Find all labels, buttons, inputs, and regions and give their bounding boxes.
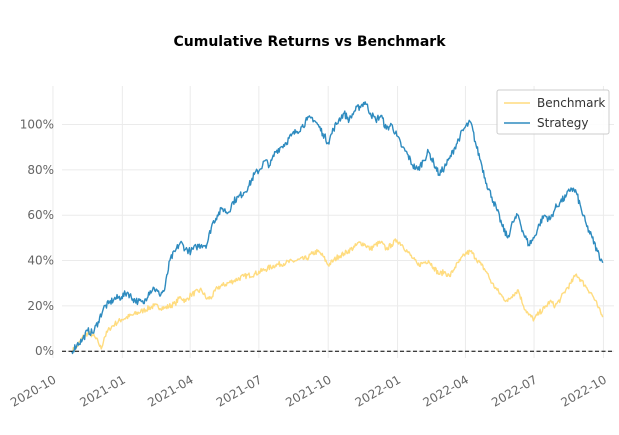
legend-label-strategy: Strategy [537, 116, 588, 130]
y-tick-label: 0% [35, 344, 54, 358]
series-lines [71, 101, 604, 355]
y-axis-ticks: 0% 20% 40% 60% 80% 100% [20, 118, 54, 359]
x-tick-label: 2022-10 [559, 372, 609, 409]
y-tick-label: 100% [20, 118, 54, 132]
legend: Benchmark Strategy [496, 89, 610, 135]
x-tick-label: 2022-07 [489, 372, 539, 409]
y-tick-label: 60% [27, 208, 54, 222]
x-tick-label: 2022-01 [353, 372, 403, 409]
x-tick-label: 2020-10 [8, 372, 58, 409]
x-axis-ticks: 2020-10 2021-01 2021-04 2021-07 2021-10 2022-… [8, 372, 609, 409]
chart-title: Cumulative Returns vs Benchmark [173, 34, 446, 50]
x-tick-label: 2021-07 [214, 372, 264, 409]
y-tick-label: 40% [27, 254, 54, 268]
series-line-strategy [71, 101, 604, 355]
x-tick-label: 2021-01 [77, 372, 127, 409]
y-tick-label: 20% [27, 299, 54, 313]
x-tick-label: 2021-04 [145, 372, 195, 409]
y-tick-label: 80% [27, 163, 54, 177]
legend-label-benchmark: Benchmark [537, 96, 605, 110]
x-tick-label: 2021-10 [283, 372, 333, 409]
x-tick-label: 2022-04 [421, 372, 471, 409]
series-line-benchmark [71, 238, 604, 354]
